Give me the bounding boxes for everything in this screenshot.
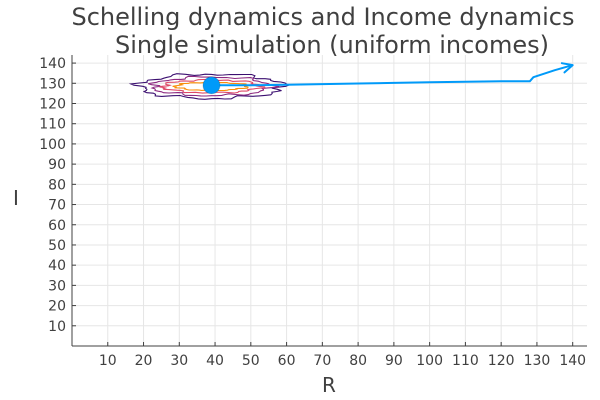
y-tick-label: 80 [48, 177, 66, 193]
x-tick-label: 70 [313, 353, 331, 369]
x-tick-label: 100 [416, 353, 443, 369]
grid-lines [72, 55, 587, 346]
chart-subtitle: Single simulation (uniform incomes) [115, 31, 549, 59]
y-tick-label: 40 [48, 258, 66, 274]
axes [71, 55, 587, 347]
y-tick-label: 50 [48, 238, 66, 254]
trajectory-arrowhead [560, 62, 574, 74]
y-tick-label: 20 [48, 299, 66, 315]
x-tick-label: 90 [385, 353, 403, 369]
x-tick-label: 140 [559, 353, 586, 369]
y-tick-label: 70 [48, 198, 66, 214]
y-tick-label: 120 [39, 97, 66, 113]
y-tick-label: 140 [39, 56, 66, 72]
x-tick-label: 60 [278, 353, 296, 369]
y-tick-label: 100 [39, 137, 66, 153]
x-axis-label: R [322, 373, 336, 397]
start-point-marker [202, 76, 221, 95]
density-contour-level [128, 73, 290, 100]
y-tick-label: 130 [39, 76, 66, 92]
y-tick-label: 90 [48, 157, 66, 173]
y-tick-label: 10 [48, 319, 66, 335]
tick-labels: 10 20 30 40 50 60 70 80 90 100 110 120 130 140 10 20 30 4… [39, 56, 586, 369]
x-tick-label: 80 [349, 353, 367, 369]
chart-title: Schelling dynamics and Income dynamics [71, 3, 574, 31]
x-tick-label: 110 [452, 353, 479, 369]
y-tick-label: 60 [48, 218, 66, 234]
plot-area [128, 62, 574, 100]
x-tick-label: 130 [524, 353, 551, 369]
density-contour-level [172, 81, 249, 92]
x-tick-label: 50 [242, 353, 260, 369]
x-tick-label: 30 [170, 353, 188, 369]
x-tick-label: 120 [488, 353, 515, 369]
x-tick-label: 20 [135, 353, 153, 369]
density-contour-level [159, 78, 266, 94]
y-axis-label: I [13, 186, 19, 210]
trajectory-line [211, 64, 573, 87]
y-tick-label: 30 [48, 278, 66, 294]
y-tick-label: 110 [39, 117, 66, 133]
x-tick-label: 10 [99, 353, 117, 369]
x-tick-label: 40 [206, 353, 224, 369]
